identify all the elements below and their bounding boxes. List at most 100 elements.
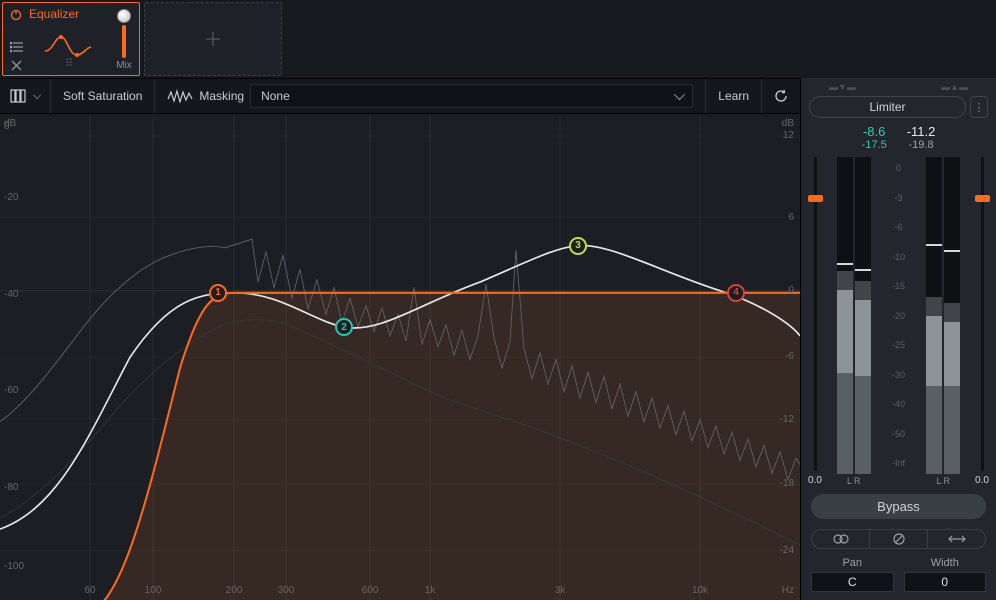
input-gain-value: 0.0 [808, 475, 822, 486]
output-gain-fader[interactable]: 0.0 [974, 157, 990, 486]
x-axis-tick: 200 [226, 585, 243, 596]
meter-scale-tick: -6 [894, 222, 902, 232]
hz-unit: Hz [782, 585, 794, 596]
masking-section: Masking None [155, 79, 706, 113]
learn-button[interactable]: Learn [706, 79, 762, 113]
y-axis-left-tick: -60 [4, 385, 18, 396]
y-axis-right-tick: -6 [785, 351, 794, 362]
eq-toolbar: Soft Saturation Masking None Learn [0, 78, 800, 114]
chevron-down-icon [674, 89, 685, 100]
meter-scale-tick: -15 [892, 281, 905, 291]
sum-button[interactable] [812, 530, 870, 548]
reset-button[interactable] [762, 79, 800, 113]
learn-label: Learn [718, 89, 749, 103]
y-axis-right-tick: -18 [780, 478, 794, 489]
y-axis-right-tick: 12 [783, 130, 794, 141]
saturation-label: Soft Saturation [63, 89, 142, 103]
saturation-button[interactable]: Soft Saturation [51, 79, 155, 113]
eq-band-3[interactable]: 3 [569, 237, 587, 255]
width-value[interactable]: 0 [904, 572, 987, 592]
x-axis-tick: 60 [84, 585, 95, 596]
input-gain-fader[interactable]: 0.0 [807, 157, 823, 486]
x-axis-tick: 300 [278, 585, 295, 596]
phase-button[interactable] [870, 530, 928, 548]
meter-scale-tick: -10 [892, 252, 905, 262]
limiter-title-button[interactable]: Limiter [809, 96, 966, 118]
y-axis-right-tick: 0 [788, 285, 794, 296]
input-meter: LR [837, 157, 871, 486]
meter-scale-tick: -20 [892, 311, 905, 321]
next-module-icon[interactable]: ▬▲▬ [941, 82, 968, 92]
meter-scale-tick: -40 [892, 399, 905, 409]
y-axis-right-tick: -12 [780, 414, 794, 425]
meter-scale: 0 -3 -6 -10 -15 -20 -25 -30 -40 -50 -Inf [885, 157, 913, 486]
x-axis-tick: 100 [145, 585, 162, 596]
bypass-button[interactable]: Bypass [811, 494, 986, 519]
prev-module-icon[interactable]: ▬▼▬ [829, 82, 856, 92]
x-axis-tick: 1k [425, 585, 436, 596]
main-area: Soft Saturation Masking None Learn [0, 78, 996, 600]
eq-display[interactable]: Soft Saturation Masking None Learn [0, 78, 800, 600]
mix-knob[interactable] [117, 9, 131, 23]
readout-in-peak: -8.6 [862, 124, 887, 139]
pan-label: Pan [811, 557, 894, 569]
meter-scale-tick: -50 [892, 429, 905, 439]
meter-scale-tick: -Inf [892, 458, 905, 468]
y-axis-left-tick: -100 [4, 561, 24, 572]
y-axis-left-tick: -40 [4, 289, 18, 300]
eq-band-1[interactable]: 1 [209, 284, 227, 302]
y-axis-right-tick: -24 [780, 545, 794, 556]
eq-graph[interactable] [0, 78, 800, 600]
meter-section: 0.0 LR 0 -3 -6 -10 -15 -20 -25 -30 -40 -50 -Inf LR… [801, 151, 996, 488]
meter-bar [837, 157, 853, 474]
masking-label: Masking [199, 89, 244, 103]
x-axis-tick: 3k [555, 585, 566, 596]
meter-scale-tick: -25 [892, 340, 905, 350]
eq-band-2[interactable]: 2 [335, 318, 353, 336]
channel-ops [811, 529, 986, 549]
readout-out-rms: -19.8 [907, 139, 936, 151]
plus-icon [204, 30, 222, 48]
x-axis-tick: 600 [362, 585, 379, 596]
pan-value[interactable]: C [811, 572, 894, 592]
chevron-down-icon [33, 91, 41, 99]
module-row: Equalizer ⠿ Mix [0, 0, 996, 78]
output-panel: ▬▼▬ ▬▲▬ Limiter ⋮ -8.6 -17.5 -11.2 -19.8… [800, 78, 996, 600]
meter-bar [855, 157, 871, 474]
mix-slider-track[interactable] [122, 25, 126, 58]
bypass-label: Bypass [877, 499, 920, 514]
view-mode-button[interactable] [0, 79, 51, 113]
meter-scale-tick: -3 [894, 193, 902, 203]
y-axis-right-tick: 6 [788, 212, 794, 223]
meter-bar [926, 157, 942, 474]
masking-source-dropdown[interactable]: None [250, 84, 693, 108]
db-unit-left: dB [4, 118, 16, 129]
module-equalizer[interactable]: Equalizer ⠿ Mix [2, 2, 140, 76]
readout-in-rms: -17.5 [862, 139, 887, 151]
module-title: Equalizer [29, 7, 79, 21]
limiter-menu-button[interactable]: ⋮ [970, 96, 988, 118]
module-empty-slot[interactable] [144, 2, 282, 76]
y-axis-left-tick: -20 [4, 192, 18, 203]
close-icon[interactable] [7, 57, 25, 73]
swap-button[interactable] [928, 530, 985, 548]
readout-out-peak: -11.2 [907, 124, 936, 139]
meter-scale-tick: 0 [896, 163, 901, 173]
level-readouts: -8.6 -17.5 -11.2 -19.8 [801, 122, 996, 151]
eq-band-4[interactable]: 4 [727, 284, 745, 302]
mix-label: Mix [116, 60, 132, 71]
db-unit-right: dB [782, 118, 794, 129]
masking-icon [167, 89, 193, 103]
list-icon[interactable] [7, 39, 25, 55]
meter-scale-tick: -30 [892, 370, 905, 380]
output-meter: LR [926, 157, 960, 486]
power-icon[interactable] [7, 7, 25, 23]
grip-icon[interactable]: ⠿ [61, 55, 79, 71]
limiter-title: Limiter [869, 100, 905, 114]
masking-value: None [261, 89, 290, 103]
meter-bar [944, 157, 960, 474]
module-mix[interactable]: Mix [115, 9, 133, 71]
output-gain-value: 0.0 [975, 475, 989, 486]
x-axis-tick: 10k [692, 585, 708, 596]
width-label: Width [904, 557, 987, 569]
